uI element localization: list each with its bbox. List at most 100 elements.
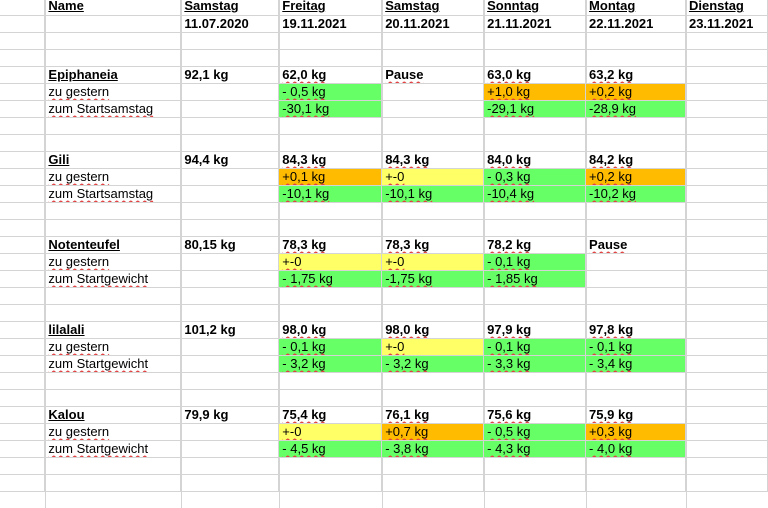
cell[interactable] <box>685 457 768 475</box>
cell[interactable] <box>180 117 280 135</box>
cell[interactable] <box>585 474 686 492</box>
total-cell[interactable]: -28,9 kg <box>585 100 686 118</box>
cell[interactable] <box>585 49 686 67</box>
cell[interactable] <box>685 355 768 373</box>
cell[interactable] <box>180 134 280 152</box>
row-header[interactable] <box>0 83 46 101</box>
total-cell[interactable]: -29,1 kg <box>483 100 587 118</box>
diff-cell[interactable]: - 0,1 kg <box>483 338 587 356</box>
cell[interactable] <box>44 15 182 33</box>
header-date-3[interactable]: 21.11.2021 <box>483 15 587 33</box>
row-header[interactable] <box>0 0 46 16</box>
weight-cell[interactable]: 97,9 kg <box>483 321 587 339</box>
row-header[interactable] <box>0 355 46 373</box>
cell[interactable] <box>278 219 383 237</box>
diff-cell[interactable]: +0,7 kg <box>381 423 485 441</box>
header-day-2[interactable]: Samstag <box>381 0 485 16</box>
total-cell[interactable]: -1,75 kg <box>381 270 485 288</box>
cell[interactable] <box>278 304 383 322</box>
cell[interactable] <box>278 372 383 390</box>
cell[interactable] <box>685 151 768 169</box>
cell[interactable] <box>44 474 182 492</box>
weight-cell[interactable]: 84,2 kg <box>585 151 686 169</box>
cell[interactable] <box>685 389 768 407</box>
cell[interactable] <box>585 32 686 50</box>
diff-cell[interactable]: +0,1 kg <box>278 168 383 186</box>
total-cell[interactable]: -10,1 kg <box>278 185 383 203</box>
cell[interactable] <box>381 219 485 237</box>
cell[interactable] <box>381 372 485 390</box>
cell[interactable] <box>585 134 686 152</box>
cell[interactable] <box>685 49 768 67</box>
header-name[interactable]: Name <box>44 0 182 16</box>
total-cell[interactable]: - 3,2 kg <box>381 355 485 373</box>
row-header[interactable] <box>0 219 46 237</box>
cell[interactable] <box>483 219 587 237</box>
cell[interactable] <box>381 389 485 407</box>
cell[interactable] <box>685 304 768 322</box>
cell[interactable] <box>685 338 768 356</box>
total-cell[interactable]: -10,4 kg <box>483 185 587 203</box>
cell[interactable] <box>685 32 768 50</box>
cell[interactable] <box>685 440 768 458</box>
cell[interactable] <box>585 219 686 237</box>
cell[interactable] <box>381 49 485 67</box>
total-cell[interactable]: - 1,85 kg <box>483 270 587 288</box>
cell[interactable] <box>585 457 686 475</box>
total-cell[interactable]: - 3,2 kg <box>278 355 383 373</box>
person-name[interactable]: Kalou <box>44 406 182 424</box>
person-name[interactable]: Gili <box>44 151 182 169</box>
row-header[interactable] <box>0 406 46 424</box>
row-header[interactable] <box>0 321 46 339</box>
total-cell[interactable]: - 4,5 kg <box>278 440 383 458</box>
total-cell[interactable]: - 4,3 kg <box>483 440 587 458</box>
cell[interactable] <box>685 423 768 441</box>
total-cell[interactable]: -10,2 kg <box>585 185 686 203</box>
cell[interactable] <box>180 83 280 101</box>
weight-cell[interactable]: Pause <box>585 236 686 254</box>
cell[interactable] <box>685 117 768 135</box>
cell[interactable] <box>180 219 280 237</box>
diff-cell[interactable]: - 0,1 kg <box>483 253 587 271</box>
cell[interactable] <box>685 202 768 220</box>
start-weight[interactable]: 79,9 kg <box>180 406 280 424</box>
cell[interactable] <box>483 372 587 390</box>
diff-cell[interactable]: +0,2 kg <box>585 83 686 101</box>
weight-cell[interactable]: 63,2 kg <box>585 66 686 84</box>
row-header[interactable] <box>0 32 46 50</box>
diff-cell[interactable] <box>381 83 485 101</box>
cell[interactable] <box>44 287 182 305</box>
cell[interactable] <box>381 117 485 135</box>
cell[interactable] <box>180 185 280 203</box>
row-header[interactable] <box>0 423 46 441</box>
weight-cell[interactable]: 98,0 kg <box>381 321 485 339</box>
cell[interactable] <box>44 304 182 322</box>
row-header[interactable] <box>0 117 46 135</box>
weight-cell[interactable]: 97,8 kg <box>585 321 686 339</box>
total-label[interactable]: zum Startsamstag <box>44 100 182 118</box>
cell[interactable] <box>180 423 280 441</box>
row-header[interactable] <box>0 253 46 271</box>
cell[interactable] <box>44 372 182 390</box>
diff-cell[interactable]: - 0,1 kg <box>585 338 686 356</box>
row-header[interactable] <box>0 49 46 67</box>
cell[interactable] <box>685 372 768 390</box>
cell[interactable] <box>180 253 280 271</box>
cell[interactable] <box>180 474 280 492</box>
row-header[interactable] <box>0 389 46 407</box>
header-day-1[interactable]: Freitag <box>278 0 383 16</box>
row-header[interactable] <box>0 15 46 33</box>
cell[interactable] <box>585 202 686 220</box>
total-label[interactable]: zum Startsamstag <box>44 185 182 203</box>
cell[interactable] <box>585 389 686 407</box>
cell[interactable] <box>180 338 280 356</box>
total-cell[interactable]: - 4,0 kg <box>585 440 686 458</box>
weight-cell[interactable]: 78,3 kg <box>381 236 485 254</box>
cell[interactable] <box>483 202 587 220</box>
row-header[interactable] <box>0 236 46 254</box>
weight-cell[interactable]: 62,0 kg <box>278 66 383 84</box>
cell[interactable] <box>180 355 280 373</box>
weight-cell[interactable]: 63,0 kg <box>483 66 587 84</box>
row-header[interactable] <box>0 338 46 356</box>
person-name[interactable]: lilalali <box>44 321 182 339</box>
